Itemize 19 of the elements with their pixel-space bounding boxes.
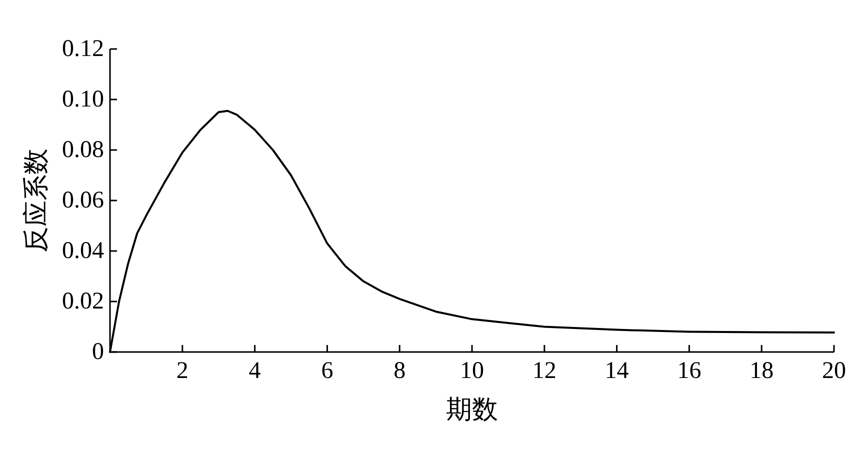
x-tick-label: 12: [532, 358, 556, 384]
y-tick-label: 0.06: [62, 188, 104, 214]
x-tick-label: 16: [677, 358, 702, 384]
y-tick-label: 0.12: [62, 36, 104, 62]
x-tick-label: 14: [604, 358, 629, 384]
y-tick-label: 0.10: [62, 86, 104, 112]
x-tick-label: 18: [750, 358, 774, 384]
x-tick-label: 10: [460, 358, 484, 384]
y-tick-label: 0: [92, 339, 104, 365]
x-tick-label: 2: [176, 358, 188, 384]
x-tick-label: 4: [248, 358, 261, 384]
y-tick-label: 0.04: [62, 238, 104, 264]
y-tick-label: 0.08: [62, 137, 104, 163]
x-tick-label: 6: [321, 358, 334, 384]
x-tick-label: 20: [822, 358, 846, 384]
x-tick-label: 8: [394, 358, 406, 384]
y-tick-label: 0.02: [62, 288, 104, 314]
x-axis-title: 期数: [446, 395, 498, 424]
y-axis-title: 反应系数: [22, 148, 50, 252]
